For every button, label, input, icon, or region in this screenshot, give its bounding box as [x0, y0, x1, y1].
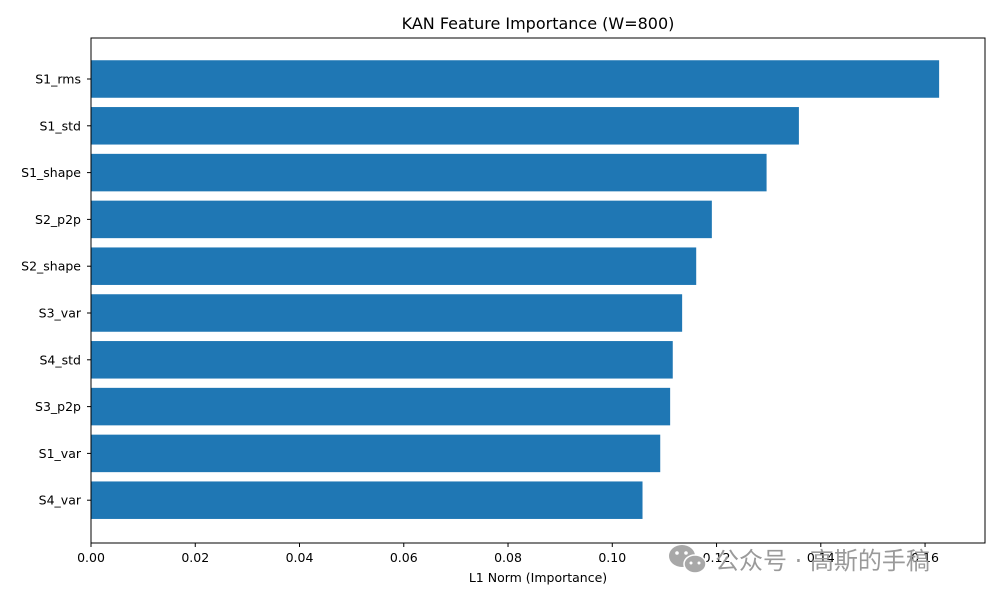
y-tick-label: S1_rms	[35, 72, 81, 87]
bar-S2_shape	[91, 247, 697, 285]
y-tick-label: S4_var	[39, 493, 82, 508]
bar-S4_var	[91, 481, 643, 519]
y-tick-label: S1_var	[39, 446, 82, 461]
y-tick-label: S3_p2p	[35, 399, 81, 414]
bar-S1_std	[91, 107, 799, 145]
y-tick-label: S2_p2p	[35, 212, 81, 227]
wechat-icon	[669, 545, 707, 574]
bars-layer	[91, 60, 940, 519]
x-tick-label: 0.06	[390, 550, 418, 565]
x-axis-ticks: 0.00 0.02 0.04 0.06 0.08 0.10 0.12 0.14 0.16	[77, 543, 939, 565]
y-tick-label: S4_std	[40, 352, 82, 367]
plot-frame	[90, 37, 986, 544]
bar-S3_p2p	[91, 387, 671, 426]
bar-S4_std	[91, 341, 673, 379]
bar-S1_shape	[91, 153, 767, 192]
x-axis-label: L1 Norm (Importance)	[469, 570, 607, 585]
x-tick-label: 0.10	[598, 550, 626, 565]
bar-S2_p2p	[91, 200, 712, 239]
chart-title: KAN Feature Importance (W=800)	[402, 14, 675, 33]
x-tick-label: 0.02	[181, 550, 209, 565]
y-tick-label: S1_shape	[21, 165, 81, 180]
bar-S3_var	[91, 294, 683, 332]
bar-S1_rms	[91, 60, 940, 98]
y-tick-label: S2_shape	[21, 259, 81, 274]
watermark-text: 公众号 · 高斯的手稿	[715, 547, 930, 575]
bar-S1_var	[91, 434, 661, 473]
x-tick-label: 0.16	[911, 550, 939, 565]
y-tick-label: S3_var	[39, 306, 82, 321]
x-tick-label: 0.00	[77, 550, 105, 565]
watermark: 公众号 · 高斯的手稿	[669, 545, 930, 575]
x-tick-label: 0.08	[494, 550, 522, 565]
x-tick-label: 0.12	[703, 550, 731, 565]
x-tick-label: 0.14	[807, 550, 835, 565]
y-tick-label: S1_std	[40, 118, 82, 133]
y-axis-ticks: S1_rms S1_std S1_shape S2_p2p S2_shape S3_var…	[21, 72, 91, 508]
x-tick-label: 0.04	[286, 550, 314, 565]
